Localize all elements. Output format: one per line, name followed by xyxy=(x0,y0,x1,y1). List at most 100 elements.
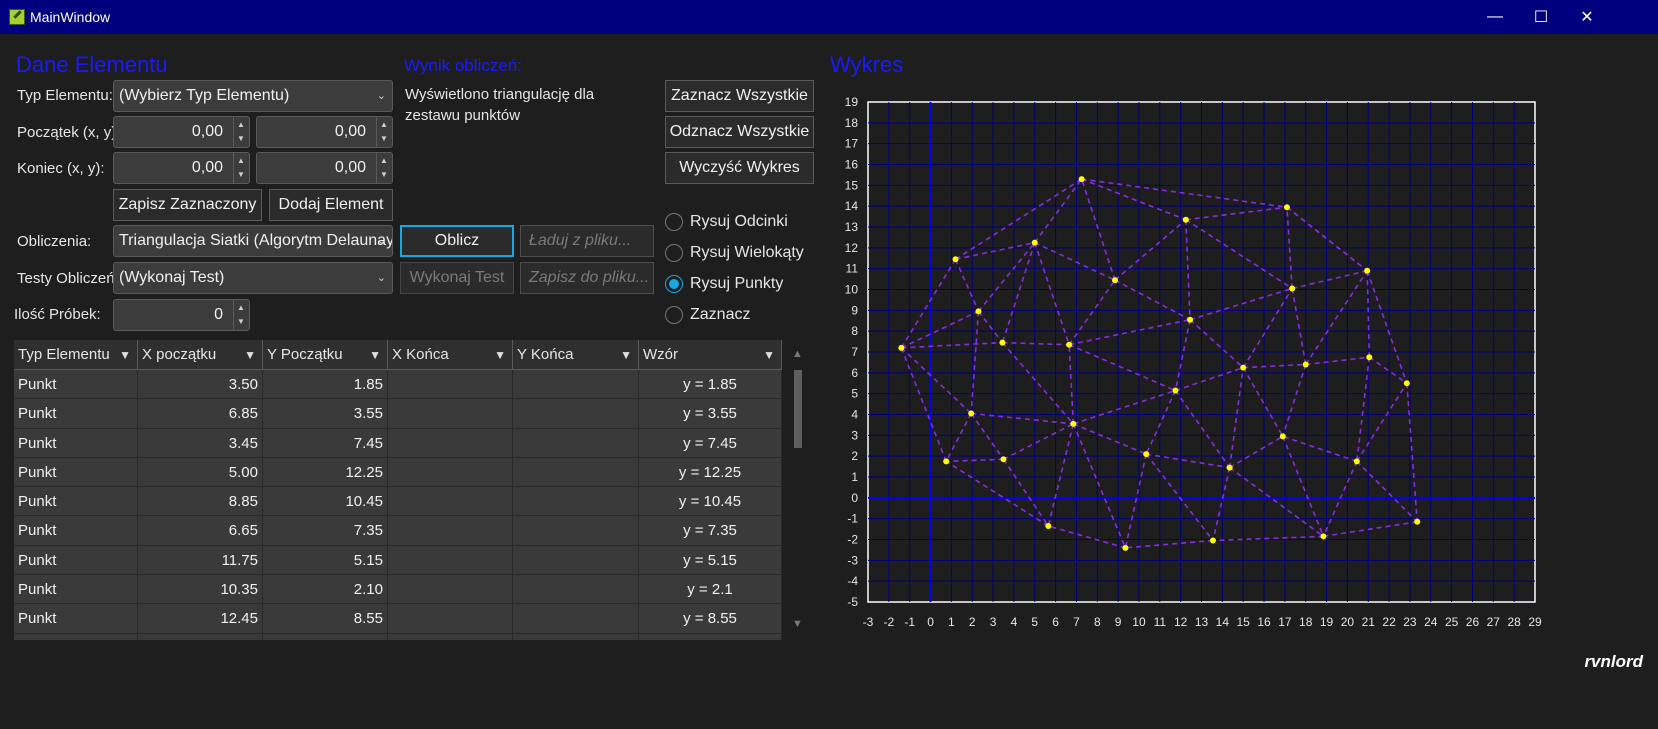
save-file-input[interactable]: Zapisz do pliku... xyxy=(520,262,654,294)
table-cell[interactable]: 8.55 xyxy=(263,604,388,634)
data-point[interactable] xyxy=(1364,267,1371,274)
data-point[interactable] xyxy=(898,344,905,351)
radio-draw-points[interactable]: Rysuj Punkty xyxy=(665,273,783,295)
filter-icon[interactable]: ▼ xyxy=(620,348,632,362)
table-row[interactable]: Punkt 10.35 2.10 y = 2.1 xyxy=(14,575,782,605)
table-cell[interactable]: Punkt xyxy=(14,575,138,605)
minimize-button[interactable]: — xyxy=(1487,8,1503,25)
end-y-spinbox[interactable]: 0,00 ▲ ▼ xyxy=(256,152,393,184)
tests-combo[interactable]: (Wykonaj Test) ⌄ xyxy=(113,262,393,294)
data-point[interactable] xyxy=(1000,456,1007,463)
table-cell[interactable]: y = 1.85 xyxy=(639,370,782,399)
table-row[interactable]: Punkt 6.85 3.55 y = 3.55 xyxy=(14,399,782,429)
load-file-input[interactable]: Ładuj z pliku... xyxy=(520,225,654,257)
data-point[interactable] xyxy=(1045,522,1052,529)
data-point[interactable] xyxy=(1226,464,1233,471)
data-point[interactable] xyxy=(1066,341,1073,348)
table-cell[interactable] xyxy=(388,457,513,487)
filter-icon[interactable]: ▼ xyxy=(119,348,131,362)
table-cell[interactable] xyxy=(388,399,513,429)
table-cell[interactable] xyxy=(388,516,513,546)
table-cell[interactable] xyxy=(513,399,639,429)
run-test-button[interactable]: Wykonaj Test xyxy=(400,262,514,294)
data-point[interactable] xyxy=(1240,364,1247,371)
table-cell[interactable]: 12.25 xyxy=(263,457,388,487)
column-header[interactable]: Typ Elementu ▼ xyxy=(14,340,138,370)
data-point[interactable] xyxy=(943,458,950,465)
table-cell[interactable]: Punkt xyxy=(14,516,138,546)
table-row[interactable]: Punkt 5.00 12.25 y = 12.25 xyxy=(14,457,782,488)
spin-down-icon[interactable]: ▼ xyxy=(237,134,245,143)
table-cell[interactable]: Punkt xyxy=(14,457,138,487)
table-cell[interactable] xyxy=(388,604,513,634)
compute-button[interactable]: Oblicz xyxy=(400,225,514,257)
radio-draw-segments[interactable]: Rysuj Odcinki xyxy=(665,211,788,233)
start-y-spinbox[interactable]: 0,00 ▲ ▼ xyxy=(256,116,393,148)
table-cell[interactable]: Punkt xyxy=(14,370,138,399)
spin-up-icon[interactable]: ▲ xyxy=(237,156,245,165)
data-point[interactable] xyxy=(1403,380,1410,387)
table-cell[interactable] xyxy=(513,487,639,517)
data-point[interactable] xyxy=(1031,239,1038,246)
start-x-spinbox[interactable]: 0,00 ▲ ▼ xyxy=(113,116,250,148)
scroll-thumb[interactable] xyxy=(794,370,802,448)
data-point[interactable] xyxy=(999,339,1006,346)
spin-up-icon[interactable]: ▲ xyxy=(380,120,388,129)
data-point[interactable] xyxy=(1143,451,1150,458)
data-point[interactable] xyxy=(1283,204,1290,211)
table-cell[interactable] xyxy=(388,633,513,640)
spin-down-icon[interactable]: ▼ xyxy=(380,134,388,143)
data-point[interactable] xyxy=(1187,316,1194,323)
scroll-up-icon[interactable]: ▲ xyxy=(792,348,803,360)
data-point[interactable] xyxy=(1078,176,1085,183)
table-cell[interactable]: 10.35 xyxy=(138,575,263,605)
spin-down-icon[interactable]: ▼ xyxy=(237,317,245,326)
select-all-button[interactable]: Zaznacz Wszystkie xyxy=(665,80,814,112)
table-cell[interactable]: 2.10 xyxy=(263,575,388,605)
table-row[interactable]: Punkt 3.45 7.45 y = 7.45 xyxy=(14,428,782,458)
samples-spinbox[interactable]: 0 ▲ ▼ xyxy=(113,299,250,331)
table-cell[interactable]: y = 7.35 xyxy=(639,516,782,546)
column-header[interactable]: Y Końca ▼ xyxy=(513,340,639,370)
table-cell[interactable]: Punkt xyxy=(14,604,138,634)
data-point[interactable] xyxy=(1320,533,1327,540)
table-cell[interactable]: y = 2.1 xyxy=(639,575,782,605)
table-cell[interactable]: 11.75 xyxy=(138,545,263,575)
table-cell[interactable]: Punkt xyxy=(14,428,138,458)
data-point[interactable] xyxy=(1353,458,1360,465)
add-element-button[interactable]: Dodaj Element xyxy=(269,189,393,221)
table-scrollbar[interactable]: ▲ ▼ xyxy=(784,340,812,640)
spin-down-icon[interactable]: ▼ xyxy=(237,170,245,179)
data-point[interactable] xyxy=(1209,537,1216,544)
table-cell[interactable] xyxy=(513,545,639,575)
spin-up-icon[interactable]: ▲ xyxy=(237,303,245,312)
table-cell[interactable]: y = 7.45 xyxy=(639,428,782,458)
maximize-button[interactable]: ☐ xyxy=(1533,9,1549,26)
table-cell[interactable]: y = 12.25 xyxy=(639,457,782,487)
table-cell[interactable]: 3.45 xyxy=(138,428,263,458)
table-cell[interactable]: 5.15 xyxy=(263,545,388,575)
chart-canvas[interactable]: -3 -2 -1 0 1 2 3 4 5 6 7 8 9 10 11 12 13 14 15 16 17 18 19 20 21… xyxy=(830,92,1550,637)
table-cell[interactable] xyxy=(513,428,639,458)
data-point[interactable] xyxy=(975,308,982,315)
column-header[interactable]: X początku ▼ xyxy=(138,340,263,370)
data-point[interactable] xyxy=(1289,285,1296,292)
table-row[interactable]: Punkt 8.85 10.45 y = 10.45 xyxy=(14,487,782,517)
table-cell[interactable]: 12.45 xyxy=(138,604,263,634)
filter-icon[interactable]: ▼ xyxy=(494,348,506,362)
table-cell[interactable]: 7.45 xyxy=(263,428,388,458)
table-cell[interactable]: y = 10.45 xyxy=(639,487,782,517)
data-point[interactable] xyxy=(1122,544,1129,551)
column-header[interactable]: Y Początku ▼ xyxy=(263,340,388,370)
table-cell[interactable] xyxy=(388,545,513,575)
table-cell[interactable]: y = 8.55 xyxy=(639,604,782,634)
scroll-down-icon[interactable]: ▼ xyxy=(792,618,803,630)
table-cell[interactable] xyxy=(388,487,513,517)
spin-up-icon[interactable]: ▲ xyxy=(380,156,388,165)
table-cell[interactable] xyxy=(263,633,388,640)
column-header[interactable]: X Końca ▼ xyxy=(388,340,513,370)
elements-table[interactable]: Typ Elementu ▼ X początku ▼ Y Początku ▼ X … xyxy=(14,340,782,640)
column-header[interactable]: Wzór ▼ xyxy=(639,340,782,370)
data-point[interactable] xyxy=(1279,433,1286,440)
table-cell[interactable] xyxy=(513,633,639,640)
